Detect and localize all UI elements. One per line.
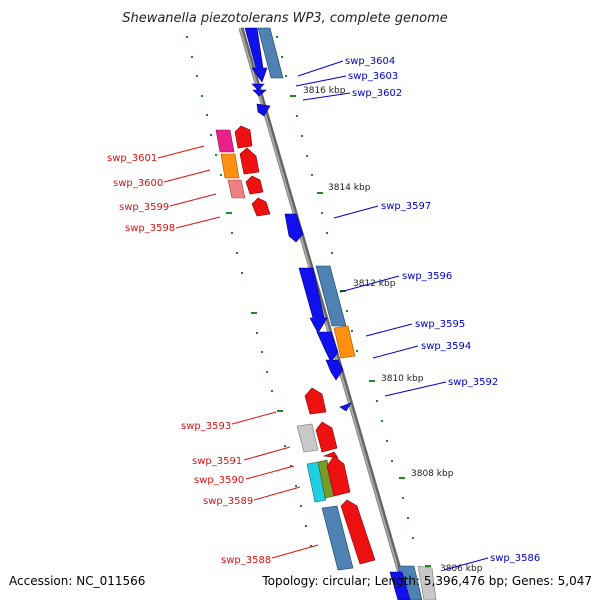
kbp-tick-label: 3808 kbp (411, 469, 454, 479)
genome-backbone (238, 27, 411, 600)
gene-swp-3603[interactable] (251, 83, 265, 91)
gene-swp-3597[interactable] (284, 213, 304, 243)
forward-gene-labels: swp_3604 swp_3603 swp_3602 swp_3597 swp_… (345, 56, 540, 564)
gene-swp-3594b[interactable] (325, 359, 344, 381)
gene-swp-3588[interactable] (340, 499, 376, 565)
gene-swp-3593[interactable] (304, 387, 327, 415)
gene-label-swp-3604[interactable]: swp_3604 (345, 56, 395, 67)
kbp-tick-label: 3816 kbp (303, 86, 346, 96)
gene-swp-3590[interactable] (326, 455, 351, 497)
gene-swp-3600-cds[interactable] (220, 153, 240, 179)
gene-swp-3586[interactable] (389, 571, 411, 600)
forward-strand-genes (244, 27, 437, 600)
gene-label-swp-3586[interactable]: swp_3586 (490, 553, 540, 564)
gene-swp-3591[interactable] (315, 421, 338, 453)
gene-swp-3598[interactable] (251, 197, 271, 217)
gene-swp-3596[interactable] (298, 267, 328, 334)
forward-label-leaders (295, 60, 489, 571)
gene-label-swp-3603[interactable]: swp_3603 (348, 71, 398, 82)
gene-swp-3599-cds[interactable] (227, 179, 246, 199)
gene-label-swp-3597[interactable]: swp_3597 (381, 201, 431, 212)
kbp-tick-label: 3812 kbp (353, 279, 396, 289)
gene-swp-3592[interactable] (339, 402, 352, 412)
gene-swp-3594[interactable] (333, 325, 356, 359)
gene-swp-3591-cds[interactable] (296, 423, 319, 453)
gene-label-swp-3592[interactable]: swp_3592 (448, 377, 498, 388)
gene-swp-3602[interactable] (252, 89, 267, 97)
gene-swp-3604[interactable] (244, 27, 268, 83)
accession-text: Accession: NC_011566 (9, 574, 145, 588)
gene-swp-3604-cds[interactable] (257, 27, 284, 79)
gene-label-swp-3596[interactable]: swp_3596 (402, 271, 452, 282)
gene-label-swp-3599[interactable]: swp_3599 (119, 202, 169, 213)
gene-label-swp-3600[interactable]: swp_3600 (113, 178, 163, 189)
topology-text: Topology: circular; Length: 5,396,476 bp… (261, 574, 592, 588)
gene-swp-3600[interactable] (239, 147, 260, 175)
reverse-strand-genes (215, 125, 376, 571)
kbp-scale: 3816 kbp 3814 kbp 3812 kbp 3810 kbp 3808… (303, 86, 483, 574)
gene-label-swp-3589[interactable]: swp_3589 (203, 496, 253, 507)
gene-label-swp-3602[interactable]: swp_3602 (352, 88, 402, 99)
gene-swp-3599[interactable] (245, 175, 264, 195)
kbp-tick-label: 3814 kbp (328, 183, 371, 193)
gene-swp-3601-cds[interactable] (215, 129, 235, 153)
gene-label-swp-3588[interactable]: swp_3588 (221, 555, 271, 566)
gene-label-swp-3598[interactable]: swp_3598 (125, 223, 175, 234)
gene-label-swp-3591[interactable]: swp_3591 (192, 456, 242, 467)
gene-label-swp-3595[interactable]: swp_3595 (415, 319, 465, 330)
kbp-tick-label: 3806 kbp (440, 564, 483, 574)
reverse-label-leaders (157, 145, 319, 559)
gene-label-swp-3590[interactable]: swp_3590 (194, 475, 244, 486)
kbp-tick-label: 3810 kbp (381, 374, 424, 384)
gene-swp-3591b[interactable] (322, 451, 339, 459)
gene-label-swp-3594[interactable]: swp_3594 (421, 341, 471, 352)
gene-swp-3602b[interactable] (256, 103, 271, 117)
gene-label-swp-3601[interactable]: swp_3601 (107, 153, 157, 164)
gene-swp-3590-cds[interactable] (306, 461, 327, 503)
gene-swp-3595[interactable] (316, 331, 339, 363)
gene-swp-3588-cds[interactable] (321, 505, 354, 571)
outer-tick-track-right (276, 36, 431, 567)
gene-swp-3585[interactable] (417, 565, 437, 600)
reverse-gene-labels: swp_3601 swp_3600 swp_3599 swp_3598 swp_… (107, 153, 271, 566)
gene-label-swp-3593[interactable]: swp_3593 (181, 421, 231, 432)
outer-tick-track-left (186, 36, 312, 547)
map-title: Shewanella piezotolerans WP3, complete g… (122, 11, 448, 26)
gene-swp-3601[interactable] (234, 125, 253, 149)
